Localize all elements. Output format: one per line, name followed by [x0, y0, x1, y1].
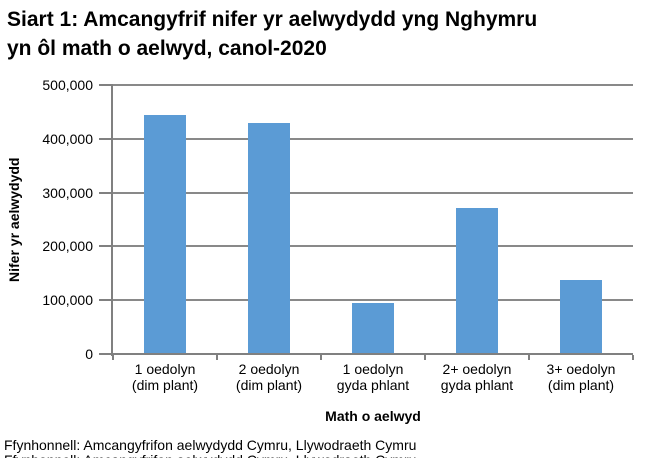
- y-tick-label: 200,000: [42, 238, 93, 254]
- y-axis-line: [111, 84, 113, 356]
- chart-title-line2: yn ôl math o aelwyd, canol-2020: [7, 37, 327, 60]
- y-tick-label: 100,000: [42, 292, 93, 308]
- bar-1-oedolyn-dim-plant: [144, 115, 186, 354]
- y-tick: [99, 192, 111, 194]
- bar-2-oedolyn-dim-plant: [248, 123, 290, 354]
- x-tick: [320, 355, 322, 360]
- x-tick: [528, 355, 530, 360]
- bar-2-oedolyn-gyda-phlant: [456, 208, 498, 354]
- x-category-label: 1 oedolyn (dim plant): [131, 361, 199, 393]
- x-tick: [632, 355, 634, 360]
- y-tick: [99, 138, 111, 140]
- bar-3-oedolyn-dim-plant: [560, 280, 602, 354]
- x-tick: [424, 355, 426, 360]
- x-category-label: 2 oedolyn (dim plant): [235, 361, 303, 393]
- y-tick-label: 400,000: [42, 131, 93, 147]
- x-tick: [112, 355, 114, 360]
- gridline: [113, 84, 633, 86]
- x-axis-line: [111, 353, 633, 355]
- y-tick-label: 0: [85, 346, 93, 362]
- x-axis-title: Math o aelwyd: [325, 408, 421, 424]
- y-tick: [99, 84, 111, 86]
- gridline: [113, 192, 633, 194]
- clipped-text-line-content: Ffynhonnell: Amcangyfrifon aelwydydd Cym…: [4, 455, 474, 458]
- x-category-label: 1 oedolyn gyda phlant: [336, 361, 410, 393]
- y-tick: [99, 245, 111, 247]
- y-tick: [99, 299, 111, 301]
- x-tick: [216, 355, 218, 360]
- x-category-label: 3+ oedolyn (dim plant): [546, 361, 616, 393]
- chart-title: Siart 1: Amcangyfrif nifer yr aelwydydd …: [7, 5, 537, 63]
- y-tick: [99, 353, 111, 355]
- bar-1-oedolyn-gyda-phlant: [352, 303, 394, 354]
- gridline: [113, 138, 633, 140]
- clipped-text-line: Ffynhonnell: Amcangyfrifon aelwydydd Cym…: [4, 455, 474, 458]
- y-tick-label: 500,000: [42, 77, 93, 93]
- gridline: [113, 245, 633, 247]
- chart-title-line1: Siart 1: Amcangyfrif nifer yr aelwydydd …: [7, 8, 538, 31]
- gridline: [113, 299, 633, 301]
- y-tick-label: 300,000: [42, 185, 93, 201]
- source-note: Ffynhonnell: Amcangyfrifon aelwydydd Cym…: [4, 437, 417, 453]
- x-category-label: 2+ oedolyn gyda phlant: [440, 361, 514, 393]
